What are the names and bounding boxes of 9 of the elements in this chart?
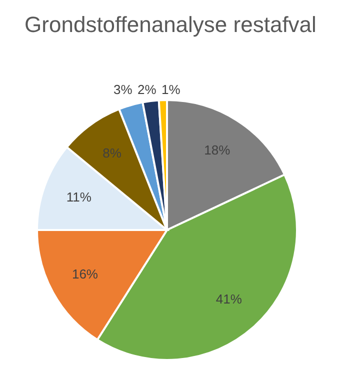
data-label: 41% [216, 292, 242, 307]
data-label: 16% [72, 266, 98, 282]
data-label: 8% [102, 146, 122, 161]
data-label: 11% [66, 190, 92, 205]
data-label: 2% [138, 82, 157, 97]
chart-title: Grondstoffenanalyse restafval [24, 12, 316, 37]
data-label: 3% [114, 82, 133, 97]
data-label: 1% [162, 82, 181, 97]
data-label: 18% [204, 142, 231, 158]
